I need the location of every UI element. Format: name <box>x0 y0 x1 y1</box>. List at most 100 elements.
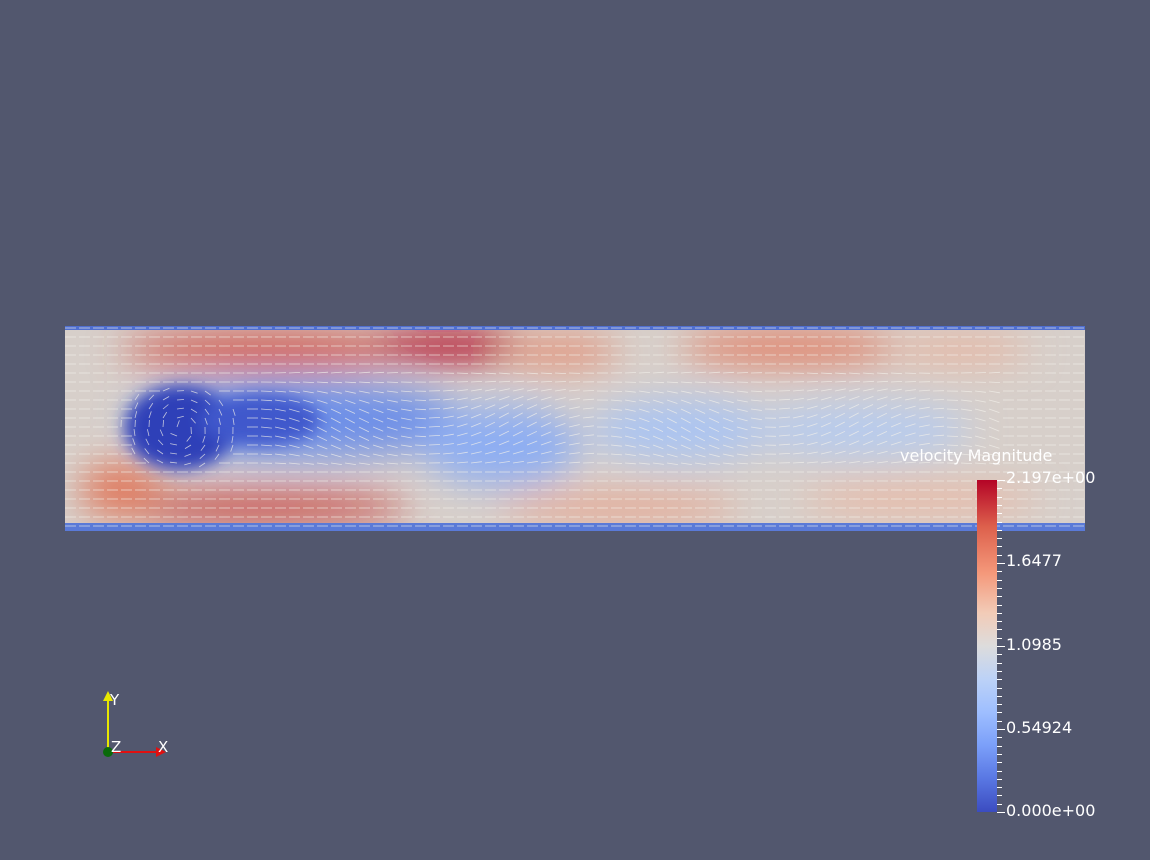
velocity-arrow <box>960 453 972 456</box>
colorbar-tick-mark <box>997 779 1002 780</box>
velocity-arrow <box>470 461 482 464</box>
velocity-arrow <box>778 425 790 428</box>
velocity-arrow <box>428 444 441 446</box>
velocity-arrow <box>199 453 206 459</box>
velocity-arrow <box>484 388 496 392</box>
velocity-arrow <box>750 462 763 464</box>
velocity-arrow <box>834 388 846 392</box>
velocity-arrow <box>862 430 873 437</box>
velocity-arrow <box>694 462 706 465</box>
velocity-arrow <box>217 435 220 443</box>
velocity-arrow <box>848 461 860 464</box>
velocity-arrow <box>708 371 721 374</box>
velocity-arrow <box>820 388 832 392</box>
velocity-arrow <box>176 407 184 410</box>
velocity-arrow <box>946 435 959 437</box>
velocity-arrow <box>666 408 678 414</box>
velocity-arrow <box>484 412 496 419</box>
velocity-arrow <box>456 397 468 401</box>
velocity-arrow <box>344 444 356 450</box>
velocity-arrow <box>834 461 846 464</box>
velocity-arrow <box>288 462 300 465</box>
velocity-arrow <box>722 444 734 449</box>
velocity-arrow <box>540 461 552 464</box>
colorbar-tick-mark <box>997 580 1002 581</box>
velocity-arrow <box>386 462 399 465</box>
velocity-arrow <box>274 390 287 393</box>
velocity-arrow <box>988 426 1000 432</box>
velocity-arrow <box>540 441 552 446</box>
velocity-arrow <box>750 408 762 411</box>
velocity-arrow <box>157 439 164 446</box>
velocity-arrow <box>568 415 580 419</box>
velocity-arrow <box>624 399 636 403</box>
velocity-arrow <box>904 389 916 392</box>
velocity-arrow <box>358 390 370 394</box>
velocity-arrow <box>848 421 859 428</box>
velocity-arrow <box>184 444 192 449</box>
velocity-arrow <box>736 408 748 412</box>
velocity-arrow <box>624 417 636 422</box>
velocity-arrow <box>274 417 286 421</box>
velocity-arrow <box>184 453 192 457</box>
velocity-arrow <box>806 432 818 437</box>
velocity-arrow <box>414 417 427 420</box>
velocity-arrow <box>260 444 273 447</box>
velocity-arrow <box>170 433 178 437</box>
velocity-arrow <box>750 426 762 430</box>
velocity-arrow <box>344 390 356 394</box>
velocity-arrow <box>159 429 164 437</box>
velocity-arrow <box>750 435 762 438</box>
colorbar-tick-mark <box>997 646 1005 647</box>
velocity-arrow <box>834 396 846 401</box>
velocity-arrow <box>162 387 170 392</box>
velocity-arrow <box>358 426 370 433</box>
velocity-arrow <box>358 408 370 414</box>
velocity-arrow <box>274 435 286 439</box>
velocity-arrow <box>526 440 538 446</box>
velocity-arrow <box>470 405 482 410</box>
velocity-arrow <box>330 444 342 450</box>
velocity-arrow <box>484 421 496 428</box>
velocity-arrow <box>386 381 399 383</box>
velocity-arrow <box>834 450 846 455</box>
velocity-arrow <box>442 452 454 455</box>
velocity-arrow <box>708 390 720 394</box>
orientation-axes[interactable] <box>90 685 190 765</box>
velocity-arrow <box>512 396 524 401</box>
velocity-arrow <box>610 426 622 429</box>
velocity-arrow <box>176 399 185 401</box>
velocity-arrow <box>470 422 482 428</box>
velocity-arrow <box>400 426 412 430</box>
velocity-arrow <box>442 424 454 428</box>
colorbar-tick-mark <box>997 795 1002 796</box>
velocity-arrow <box>358 444 370 450</box>
colorbar-tick-mark <box>997 663 1002 664</box>
velocity-arrow <box>372 381 385 383</box>
velocity-arrow <box>778 453 791 455</box>
velocity-arrow <box>456 461 469 464</box>
velocity-arrow <box>526 404 538 410</box>
velocity-arrow <box>792 406 804 410</box>
velocity-arrow <box>554 423 566 428</box>
colorbar-tick-label: 1.0985 <box>1006 635 1062 654</box>
velocity-arrow <box>414 426 427 429</box>
velocity-arrow <box>302 462 314 465</box>
velocity-arrow <box>568 397 580 401</box>
velocity-arrow <box>890 388 902 392</box>
velocity-arrow <box>358 371 371 374</box>
velocity-arrow <box>694 381 707 384</box>
velocity-arrow <box>904 405 916 410</box>
colorbar-tick-mark <box>997 505 1002 506</box>
velocity-arrow <box>288 417 300 422</box>
velocity-arrow <box>316 417 328 424</box>
velocity-arrow <box>610 390 623 392</box>
velocity-arrow <box>792 461 805 464</box>
velocity-arrow <box>694 408 706 414</box>
velocity-arrow <box>132 438 136 446</box>
velocity-arrow <box>736 399 748 403</box>
velocity-arrow <box>218 399 224 407</box>
velocity-arrow <box>834 380 847 383</box>
velocity-arrow <box>862 421 873 428</box>
